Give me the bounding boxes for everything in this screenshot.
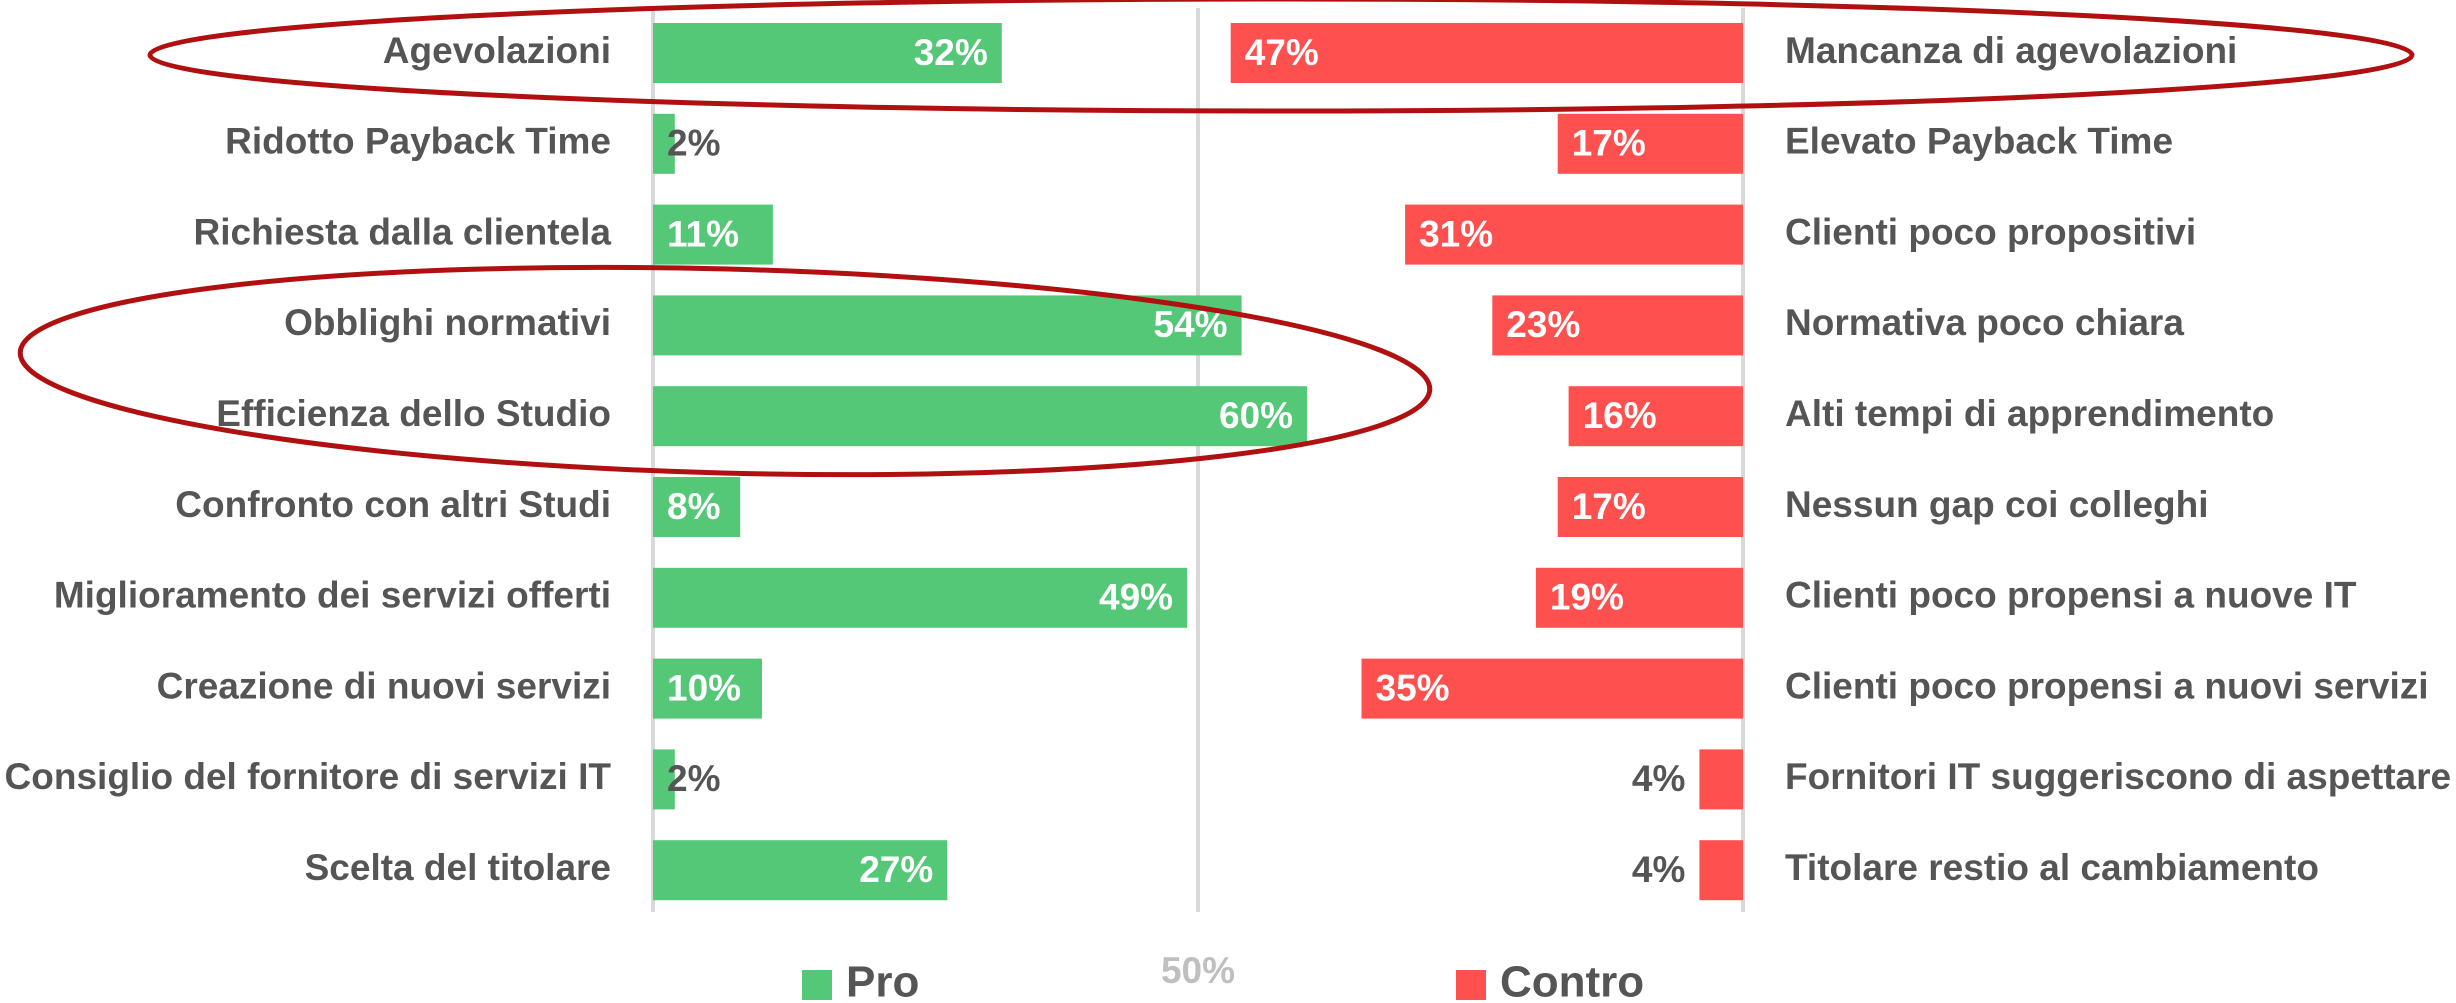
value-label: 16%: [1583, 395, 1657, 436]
value-label: 19%: [1550, 577, 1624, 618]
value-label: 31%: [1419, 213, 1493, 254]
bar: [1535, 567, 1743, 628]
bar: [653, 295, 1242, 356]
bar: [653, 567, 1188, 628]
value-label: 17%: [1572, 486, 1646, 527]
legend-label: Contro: [1500, 958, 1644, 1003]
value-label: 2%: [667, 758, 720, 799]
bar: [1557, 477, 1743, 537]
category-label: Alti tempi di apprendimento: [1785, 393, 2274, 434]
bar: [1699, 749, 1743, 810]
value-label: 17%: [1572, 123, 1646, 164]
value-label: 32%: [914, 32, 988, 73]
category-label: Consiglio del fornitore di servizi IT: [5, 756, 612, 797]
bar: [1405, 204, 1743, 265]
category-label: Richiesta dalla clientela: [194, 211, 612, 252]
highlight-ellipse: [147, 0, 2415, 114]
category-label: Obblighi normativi: [284, 302, 611, 343]
category-label: Normativa poco chiara: [1785, 302, 2184, 343]
bar: [653, 658, 762, 719]
highlight-ellipse: [17, 264, 1433, 478]
bar: [653, 386, 1307, 447]
value-label: 49%: [1099, 577, 1173, 618]
value-label: 8%: [667, 486, 720, 527]
bar: [653, 204, 773, 265]
value-label: 35%: [1376, 667, 1450, 708]
category-label: Clienti poco propositivi: [1785, 211, 2196, 252]
bar: [1699, 840, 1743, 901]
category-label: Ridotto Payback Time: [225, 121, 611, 162]
category-label: Scelta del titolare: [305, 847, 611, 888]
bar: [1361, 658, 1743, 719]
legend-swatch: [1456, 970, 1486, 1000]
value-label: 60%: [1219, 395, 1293, 436]
value-label: 2%: [667, 123, 720, 164]
value-label: 4%: [1632, 849, 1685, 890]
bar: [1568, 386, 1743, 447]
bar: [1230, 23, 1743, 83]
category-label: Creazione di nuovi servizi: [157, 665, 611, 706]
category-label: Clienti poco propensi a nuovi servizi: [1785, 665, 2429, 706]
value-label: 47%: [1245, 32, 1319, 73]
bar: [653, 749, 675, 810]
category-label: Mancanza di agevolazioni: [1785, 30, 2237, 71]
legend-label: Pro: [846, 958, 919, 1003]
value-label: 4%: [1632, 758, 1685, 799]
category-label: Clienti poco propensi a nuove IT: [1785, 575, 2357, 616]
value-label: 11%: [667, 213, 739, 254]
bar: [1557, 113, 1743, 174]
bar: [1492, 295, 1743, 356]
category-label: Titolare restio al cambiamento: [1785, 847, 2319, 888]
category-label: Fornitori IT suggeriscono di aspettare: [1785, 756, 2451, 797]
x-tick-label: 50%: [1161, 950, 1235, 991]
bar: [653, 840, 948, 901]
category-label: Confronto con altri Studi: [175, 484, 611, 525]
value-label: 10%: [667, 667, 741, 708]
category-label: Miglioramento dei servizi offerti: [54, 575, 611, 616]
value-label: 27%: [859, 849, 933, 890]
category-label: Nessun gap coi colleghi: [1785, 484, 2209, 525]
category-label: Agevolazioni: [383, 30, 611, 71]
value-label: 23%: [1506, 304, 1580, 345]
bar: [653, 23, 1002, 83]
category-label: Elevato Payback Time: [1785, 121, 2173, 162]
legend-swatch: [802, 970, 832, 1000]
category-label: Efficienza dello Studio: [216, 393, 611, 434]
bar: [653, 477, 741, 537]
bar: [653, 113, 675, 174]
